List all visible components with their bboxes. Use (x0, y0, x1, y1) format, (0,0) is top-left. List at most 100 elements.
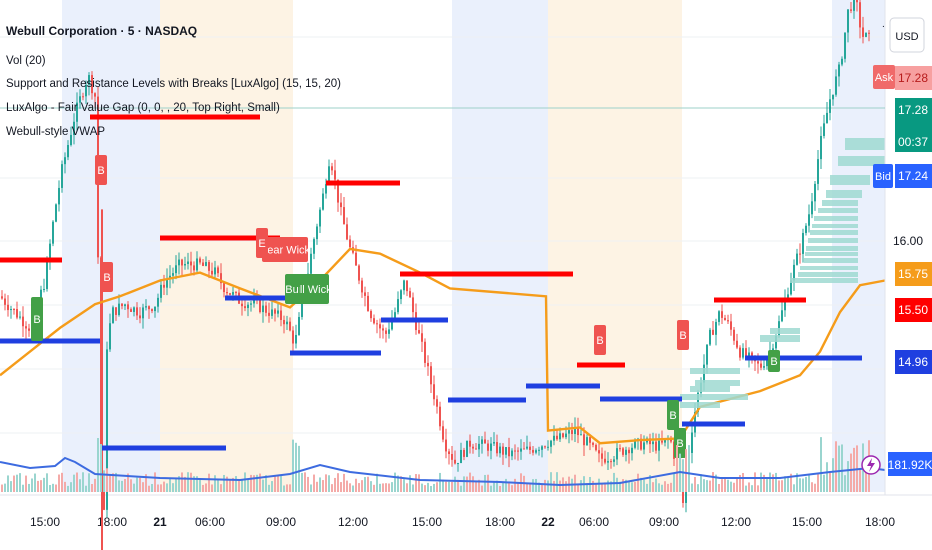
volume-bar (112, 473, 114, 492)
candle-body (208, 262, 210, 271)
volume-bar (403, 479, 405, 492)
volume-bar (547, 480, 549, 492)
volume-bar (703, 479, 705, 492)
candle-body (442, 426, 444, 440)
volume-bar (133, 483, 135, 492)
candle-body (709, 329, 711, 345)
volume-bar (709, 480, 711, 492)
volume-bar (46, 473, 48, 492)
indicator-fair-value-gap[interactable]: LuxAlgo - Fair Value Gap (0, 0, , 20, To… (6, 102, 280, 114)
candle-body (217, 267, 219, 274)
candle-body (253, 299, 255, 304)
volume-bar (160, 484, 162, 492)
candle-body (526, 446, 528, 449)
candle-body (199, 258, 201, 263)
candle-body (229, 293, 231, 295)
signal-label-break-down-text: B (679, 330, 686, 342)
candle-body (211, 270, 213, 275)
volume-bar (172, 483, 174, 492)
volume-bar (361, 480, 363, 492)
candle-body (124, 304, 126, 307)
fair-value-gap (826, 190, 862, 198)
candle-body (550, 440, 552, 447)
volume-bar (184, 476, 186, 492)
volume-bar (760, 472, 762, 492)
candle-body (40, 289, 42, 303)
volume-bar (511, 485, 513, 492)
candle-body (808, 214, 810, 226)
candle-body (610, 461, 612, 463)
currency-button-box (889, 17, 925, 53)
volume-bar (25, 475, 27, 492)
volume-bar (817, 473, 819, 492)
volume-bar (424, 485, 426, 492)
candle-body (505, 447, 507, 455)
candle-body (301, 300, 303, 317)
indicator-support-resistance[interactable]: Support and Resistance Levels with Break… (6, 78, 341, 90)
volume-bar (802, 478, 804, 492)
candle-body (190, 261, 192, 266)
volume-bar (22, 484, 24, 492)
candle-body (76, 102, 78, 122)
signal-label-break-up-box (768, 350, 780, 372)
candle-body (274, 309, 276, 314)
candle-body (619, 448, 621, 450)
volume-bar (205, 483, 207, 492)
volume-bar (418, 474, 420, 492)
volume-bar (826, 462, 828, 492)
signal-label-bull-wick: Bu (285, 274, 299, 304)
candle-body (475, 448, 477, 450)
candle-body (310, 253, 312, 274)
candle-body (244, 306, 246, 309)
candle-body (226, 292, 228, 294)
signal-label-break-down-text: B (97, 165, 104, 177)
volume-bar (91, 483, 93, 492)
candle-body (685, 485, 687, 503)
candle-body (430, 366, 432, 385)
volume-bar (37, 480, 39, 492)
candle-body (499, 446, 501, 454)
volume-bar (82, 472, 84, 492)
ask-label-text: Ask (875, 72, 894, 84)
candle-body (394, 312, 396, 320)
candle-body (790, 280, 792, 295)
signal-label-break-up: B (31, 297, 43, 341)
volume-bar (694, 477, 696, 492)
candle-body (844, 32, 846, 59)
candle-body (460, 449, 462, 464)
volume-bar (376, 473, 378, 492)
volume-bar (859, 469, 861, 492)
candle-body (43, 288, 45, 290)
candle-body (121, 303, 123, 307)
candle-body (559, 433, 561, 440)
candle-body (271, 309, 273, 316)
candle-body (139, 315, 141, 319)
candle-body (592, 442, 594, 445)
fair-value-gap (810, 230, 858, 235)
candle-body (283, 319, 285, 325)
volume-bar (94, 478, 96, 492)
volume-bar (469, 472, 471, 492)
candle-body (163, 284, 165, 288)
candle-body (724, 317, 726, 321)
candle-body (148, 306, 150, 310)
volume-bar (343, 473, 345, 492)
session-band (452, 0, 548, 492)
volume-bar (208, 473, 210, 492)
indicator-volume[interactable]: Vol (20) (6, 55, 46, 67)
volume-bar (787, 477, 789, 492)
candle-body (595, 444, 597, 451)
candle-body (535, 450, 537, 453)
indicator-vwap[interactable]: Webull-style VWAP (6, 126, 106, 138)
candle-body (154, 306, 156, 312)
candle-body (556, 435, 558, 440)
currency-button[interactable]: USD (889, 17, 925, 53)
candle-body (382, 328, 384, 331)
candle-body (388, 329, 390, 334)
volume-bar (553, 480, 555, 492)
candle-body (574, 427, 576, 435)
candle-body (814, 183, 816, 202)
volume-bar (415, 474, 417, 492)
